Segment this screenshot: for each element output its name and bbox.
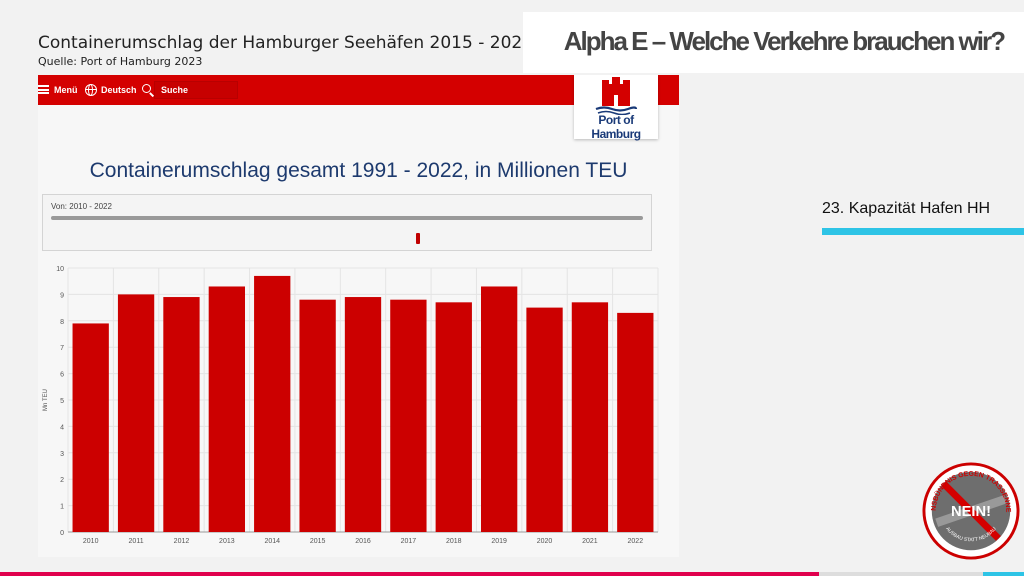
castle-icon — [595, 77, 638, 116]
language-button[interactable]: Deutsch — [85, 75, 137, 105]
slide-headline: Alpha E – Welche Verkehre brauchen wir? — [563, 26, 1006, 56]
range-label: Von: 2010 - 2022 — [51, 202, 112, 211]
topic-underline — [822, 228, 1024, 235]
bar — [390, 299, 427, 532]
bar — [117, 294, 155, 532]
headline-box: Alpha E – Welche Verkehre brauchen wir? — [523, 12, 1024, 73]
x-tick-label: 2020 — [537, 538, 553, 545]
chart-title: Containerumschlag gesamt 1991 - 2022, in… — [89, 159, 628, 182]
x-tick-label: 2018 — [446, 538, 462, 545]
bar — [435, 302, 472, 532]
bar — [526, 307, 563, 532]
menu-button[interactable]: Menü — [38, 75, 78, 105]
x-tick-label: 2016 — [355, 538, 371, 545]
nein-badge-logo: AKTIONSBÜNDNIS GEGEN TRASSENNEUBAU NEIN!… — [922, 462, 1020, 560]
hamburger-menu-icon — [38, 85, 49, 94]
x-tick-label: 2010 — [83, 538, 99, 545]
search-input[interactable]: Suche — [154, 81, 238, 99]
y-tick-label: 0 — [60, 530, 64, 537]
search-icon — [142, 84, 151, 93]
y-tick-label: 3 — [60, 451, 64, 458]
x-tick-label: 2011 — [129, 538, 144, 545]
bar — [72, 323, 109, 532]
slide-title: Containerumschlag der Hamburger Seehäfen… — [38, 33, 534, 53]
x-tick-label: 2014 — [264, 538, 280, 545]
range-filter: Von: 2010 - 2022 — [42, 194, 652, 251]
language-label: Deutsch — [101, 85, 137, 95]
bar — [254, 275, 291, 532]
x-tick-label: 2012 — [174, 538, 190, 545]
bar — [617, 312, 654, 532]
logo-text: Port of Hamburg — [591, 113, 641, 141]
slide-source: Quelle: Port of Hamburg 2023 — [38, 55, 203, 68]
y-tick-label: 9 — [60, 292, 64, 299]
website-screenshot: Menü Deutsch Suche Port of Hamburg Conta… — [38, 75, 679, 557]
y-tick-label: 7 — [60, 345, 64, 352]
y-tick-label: 5 — [60, 398, 64, 405]
search-button[interactable] — [142, 75, 154, 105]
badge-center-text: NEIN! — [951, 504, 991, 520]
y-tick-label: 1 — [60, 504, 64, 511]
y-tick-label: 6 — [60, 372, 64, 379]
y-axis-title: Mn TEU — [43, 389, 49, 411]
port-of-hamburg-logo[interactable]: Port of Hamburg — [574, 75, 658, 141]
x-tick-label: 2017 — [401, 538, 417, 545]
x-tick-label: 2022 — [628, 538, 644, 545]
bar — [163, 297, 200, 532]
nav-bar: Menü Deutsch Suche — [38, 75, 679, 105]
topic-label: 23. Kapazität Hafen HH — [822, 200, 991, 217]
bar — [299, 299, 336, 532]
range-slider-handle[interactable] — [416, 233, 421, 244]
y-tick-label: 8 — [60, 319, 64, 326]
bar — [208, 286, 245, 532]
globe-icon — [85, 83, 97, 96]
bar — [344, 297, 382, 532]
range-slider-track[interactable] — [51, 216, 643, 244]
y-tick-label: 4 — [60, 424, 64, 431]
bar — [481, 286, 518, 532]
bottom-stripe — [0, 572, 1024, 576]
bar-chart: 0 1 2 3 4 5 6 7 8 9 10 2010 2011 2012 2013 2014 2015 2016… — [43, 266, 659, 545]
x-tick-label: 2015 — [310, 538, 326, 545]
y-tick-label: 2 — [60, 477, 64, 484]
x-tick-label: 2021 — [582, 538, 598, 545]
menu-label: Menü — [54, 85, 78, 95]
x-tick-label: 2013 — [219, 538, 235, 545]
bar — [571, 302, 609, 532]
x-tick-label: 2019 — [491, 538, 507, 545]
y-tick-label: 10 — [56, 266, 64, 273]
